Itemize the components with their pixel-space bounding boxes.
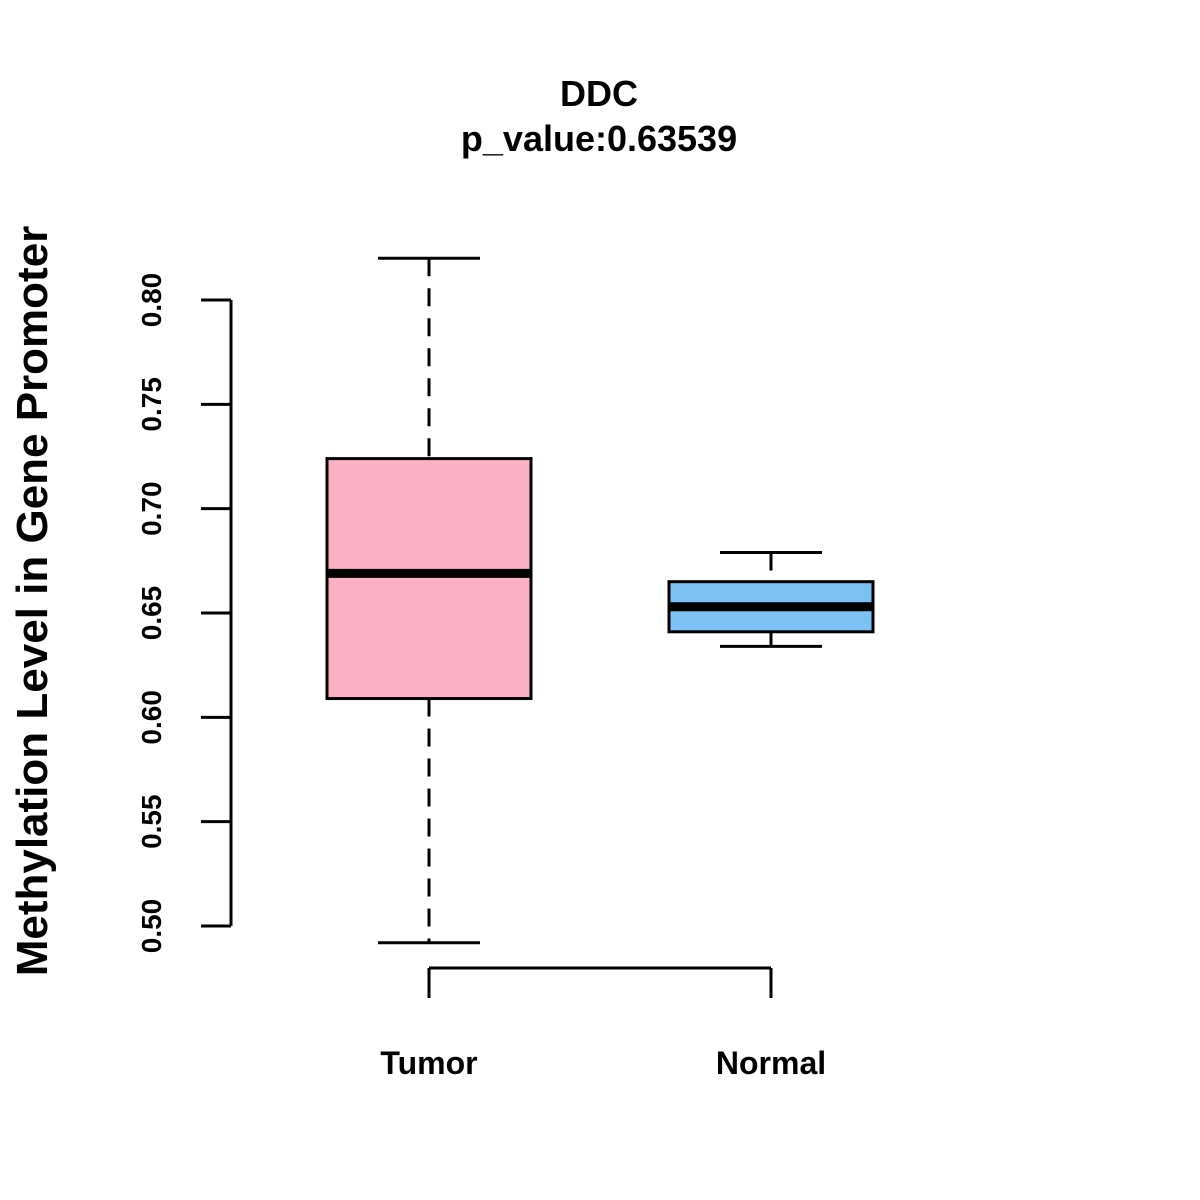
y-tick-label: 0.80 <box>136 273 167 328</box>
iqr-box <box>325 457 533 701</box>
box-normal <box>667 550 875 648</box>
y-tick-label: 0.75 <box>136 377 167 432</box>
y-tick-label: 0.55 <box>136 794 167 849</box>
chart-subtitle: p_value:0.63539 <box>461 118 737 159</box>
box-group <box>325 256 875 945</box>
y-axis-label: Methylation Level in Gene Promoter <box>8 226 57 977</box>
y-tick-label: 0.60 <box>136 690 167 745</box>
y-tick-label: 0.65 <box>136 586 167 641</box>
y-tick-label: 0.50 <box>136 899 167 954</box>
x-tick-label-tumor: Tumor <box>380 1045 477 1081</box>
y-tick-label: 0.70 <box>136 481 167 535</box>
x-tick-label-normal: Normal <box>716 1045 826 1081</box>
y-axis: 0.50 0.55 0.60 0.65 0.70 0.75 0.80 <box>136 273 233 954</box>
x-axis: Tumor Normal <box>380 966 826 1081</box>
chart-title: DDC <box>560 73 638 114</box>
box-tumor <box>325 256 533 945</box>
